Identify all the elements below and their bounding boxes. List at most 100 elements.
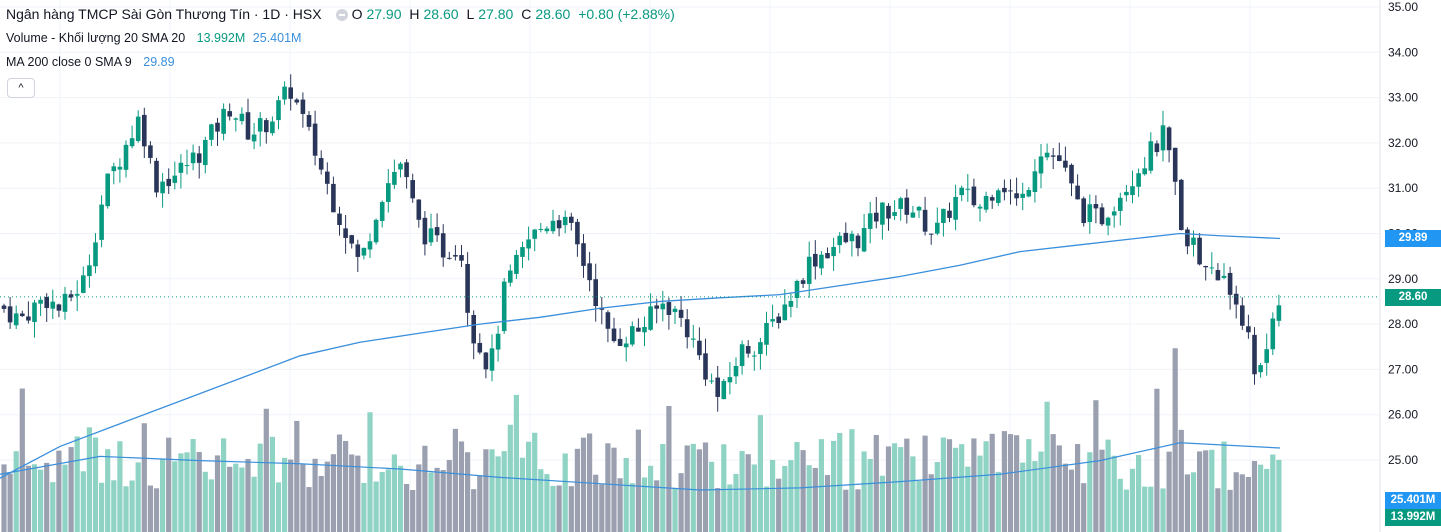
volume-legend[interactable]: Volume - Khối lượng 20 SMA 20 13.992M 25… <box>6 31 305 45</box>
candle-body <box>251 134 257 142</box>
candle-body <box>282 86 287 100</box>
candle-body <box>386 183 391 202</box>
candle-body <box>648 306 653 330</box>
high-value: 28.60 <box>423 6 459 22</box>
candle-body <box>562 216 568 226</box>
volume-bar <box>605 443 611 532</box>
volume-bar <box>300 464 306 532</box>
volume-bar <box>294 420 300 532</box>
candle-body <box>1069 164 1074 184</box>
candle-body <box>74 293 80 296</box>
volume-bar <box>379 471 385 532</box>
volume-bar <box>855 489 861 532</box>
candle-body <box>166 178 171 187</box>
candle-body <box>526 239 531 249</box>
volume-label[interactable]: Volume - Khối lượng 20 SMA 20 <box>6 31 186 45</box>
volume-bar <box>1142 486 1148 532</box>
volume-bar <box>635 429 641 532</box>
candle-body <box>587 263 592 281</box>
candle-body <box>910 212 916 218</box>
candle-body <box>477 342 483 353</box>
candle-body <box>373 219 379 243</box>
candle-body <box>190 152 196 164</box>
volume-bar <box>532 432 538 532</box>
volume-bar <box>812 467 818 532</box>
candle-body <box>172 175 178 183</box>
volume-bar <box>263 408 269 532</box>
volume-bar <box>147 485 153 532</box>
candle-body <box>928 233 934 235</box>
candle-body <box>941 208 946 223</box>
volume-bar <box>806 465 812 532</box>
candle-body <box>752 355 757 357</box>
volume-bar <box>837 432 843 532</box>
ma-label[interactable]: MA 200 close 0 SMA 9 <box>6 55 132 69</box>
candle-body <box>1 305 7 309</box>
candle-body <box>1002 187 1007 193</box>
volume-bar <box>745 454 751 532</box>
ma-legend[interactable]: MA 200 close 0 SMA 9 29.89 <box>6 55 179 69</box>
volume-bar <box>1148 486 1154 532</box>
volume-bar <box>739 450 745 532</box>
candle-body <box>782 304 788 321</box>
volume-bar <box>721 444 727 532</box>
volume-bar <box>410 489 416 532</box>
candle-body <box>715 377 720 397</box>
volume-bar <box>1172 348 1178 532</box>
volume-bar <box>367 412 373 532</box>
y-tick-label: 28.00 <box>1388 317 1418 331</box>
candle-body <box>111 166 117 172</box>
volume-bar <box>489 449 495 532</box>
candle-body <box>440 233 446 258</box>
volume-bar <box>50 482 56 532</box>
volume-bar <box>818 439 824 532</box>
volume-bar <box>391 454 397 532</box>
candle-body <box>404 162 409 178</box>
volume-bar <box>751 464 757 532</box>
volume-bar <box>92 437 99 532</box>
volume-bar <box>1245 476 1251 532</box>
volume-bar <box>1178 429 1184 532</box>
grid <box>0 0 1381 532</box>
symbol-legend[interactable]: Ngân hàng TMCP Sài Gòn Thương Tín · 1D ·… <box>6 6 679 22</box>
change-value: +0.80 (+2.88%) <box>578 6 675 22</box>
close-label: C <box>521 6 532 22</box>
volume-bar <box>1068 469 1075 532</box>
candle-body <box>630 326 635 345</box>
more-icon[interactable] <box>335 9 348 22</box>
candle-body <box>678 309 684 318</box>
candle-body <box>904 197 910 215</box>
volume-bar <box>477 475 483 532</box>
volume-bar <box>1136 454 1142 532</box>
symbol-title[interactable]: Ngân hàng TMCP Sài Gòn Thương Tín · 1D ·… <box>6 6 322 22</box>
volume-bar <box>324 461 330 532</box>
volume-bar <box>995 471 1001 532</box>
candle-body <box>935 222 940 234</box>
volume-bar <box>13 451 19 532</box>
volume-bar <box>824 475 831 532</box>
volume-bar <box>1001 431 1007 532</box>
candle-body <box>721 380 727 400</box>
volume-bar <box>38 469 44 532</box>
volume-bar <box>1221 441 1227 532</box>
candle-body <box>465 263 470 313</box>
volume-bar <box>989 433 995 532</box>
volume-bar <box>501 451 507 532</box>
candle-body <box>483 352 489 370</box>
candle-body <box>1197 237 1202 265</box>
candle-body <box>294 99 300 103</box>
volume-bar <box>452 428 458 532</box>
volume-bar <box>776 478 782 532</box>
volume-bar <box>440 470 446 532</box>
candle-body <box>758 342 763 354</box>
volume-bar <box>141 423 147 532</box>
volume-bar <box>794 442 800 532</box>
candle-body <box>1093 203 1099 209</box>
y-tick-label: 27.00 <box>1388 362 1418 376</box>
candle-body <box>422 217 428 245</box>
volume-bar <box>239 467 245 532</box>
ma200-line <box>0 232 1281 479</box>
chevron-up-icon[interactable]: ^ <box>7 78 35 98</box>
candle-body <box>1124 191 1129 196</box>
